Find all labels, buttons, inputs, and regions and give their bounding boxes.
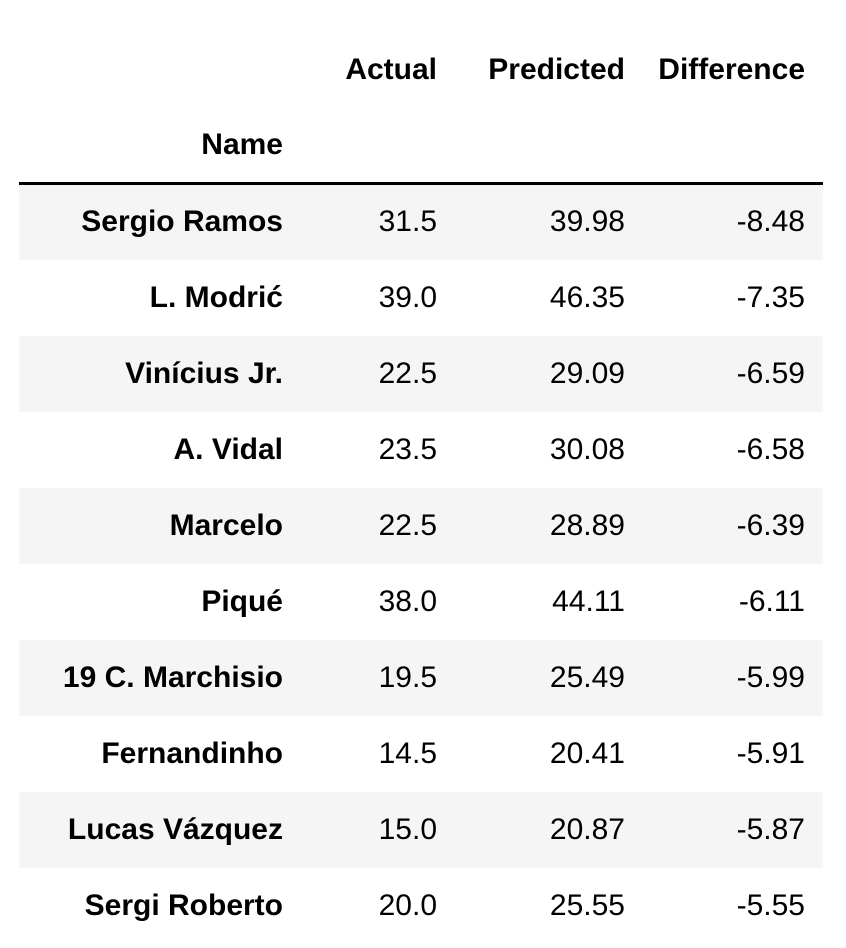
actual-cell: 15.0 <box>378 812 437 846</box>
difference-cell: -6.11 <box>738 584 805 618</box>
predicted-cell: 44.11 <box>552 584 625 618</box>
difference-cell: -5.55 <box>736 888 805 922</box>
difference-cell: -5.87 <box>736 812 805 846</box>
difference-cell: -5.99 <box>736 660 805 694</box>
row-name-cell: Piqué <box>201 584 283 618</box>
predicted-cell: 28.89 <box>549 508 625 542</box>
column-header-predicted: Predicted <box>488 53 625 86</box>
table-row: A. Vidal 23.5 30.08 -6.58 <box>19 412 823 488</box>
row-name-cell: Marcelo <box>169 508 283 542</box>
table-row: Piqué 38.0 44.11 -6.11 <box>19 564 823 640</box>
blank-header-cell <box>643 108 823 185</box>
predicted-cell: 30.08 <box>549 432 625 466</box>
row-name-cell: L. Modrić <box>149 280 283 314</box>
blank-header-cell <box>455 108 643 185</box>
row-name-cell: Fernandinho <box>101 736 283 770</box>
difference-cell: -7.35 <box>736 280 805 314</box>
column-header-actual: Actual <box>345 53 437 86</box>
actual-cell: 31.5 <box>378 205 437 239</box>
table-row: Sergi Roberto 20.0 25.55 -5.55 <box>19 868 823 944</box>
difference-cell: -6.58 <box>736 432 805 466</box>
table-row: 19 C. Marchisio 19.5 25.49 -5.99 <box>19 639 823 716</box>
blank-header-cell <box>301 108 455 185</box>
table-row: Fernandinho 14.5 20.41 -5.91 <box>19 716 823 792</box>
difference-cell: -8.48 <box>736 205 805 239</box>
index-header-row: Name <box>19 108 823 185</box>
actual-cell: 19.5 <box>378 660 437 694</box>
row-name-cell: Vinícius Jr. <box>125 356 283 390</box>
difference-cell: -6.59 <box>736 356 805 390</box>
predicted-cell: 25.55 <box>549 888 625 922</box>
table-row: Sergio Ramos 31.5 39.98 -8.48 <box>19 183 823 260</box>
table-header: Actual Predicted Difference Name <box>19 32 823 185</box>
actual-cell: 22.5 <box>378 356 437 390</box>
row-name-cell: Sergi Roberto <box>84 888 283 922</box>
difference-cell: -6.39 <box>736 508 805 542</box>
table-row: Lucas Vázquez 15.0 20.87 -5.87 <box>19 791 823 868</box>
dataframe-table: Actual Predicted Difference Name Sergio … <box>19 32 823 944</box>
actual-cell: 39.0 <box>378 280 437 314</box>
actual-cell: 23.5 <box>378 432 437 466</box>
table-row: Marcelo 22.5 28.89 -6.39 <box>19 487 823 564</box>
predicted-cell: 46.35 <box>549 280 625 314</box>
predicted-cell: 39.98 <box>549 205 625 239</box>
row-name-cell: 19 C. Marchisio <box>62 660 283 694</box>
predicted-cell: 25.49 <box>549 660 625 694</box>
row-name-cell: Lucas Vázquez <box>67 812 283 846</box>
actual-cell: 22.5 <box>378 508 437 542</box>
table-row: Vinícius Jr. 22.5 29.09 -6.59 <box>19 335 823 412</box>
actual-cell: 14.5 <box>378 736 437 770</box>
index-name-header: Name <box>19 108 301 185</box>
predicted-cell: 29.09 <box>549 356 625 390</box>
actual-cell: 38.0 <box>378 584 437 618</box>
column-header-difference: Difference <box>658 53 805 86</box>
row-name-cell: A. Vidal <box>173 432 283 466</box>
predicted-cell: 20.41 <box>549 736 625 770</box>
predicted-cell: 20.87 <box>549 812 625 846</box>
row-name-cell: Sergio Ramos <box>81 205 283 239</box>
table-row: L. Modrić 39.0 46.35 -7.35 <box>19 260 823 336</box>
table-body: Sergio Ramos 31.5 39.98 -8.48 L. Modrić 39.0 4… <box>19 183 823 944</box>
actual-cell: 20.0 <box>378 888 437 922</box>
difference-cell: -5.91 <box>736 736 805 770</box>
blank-corner-cell <box>19 32 301 108</box>
column-header-row: Actual Predicted Difference <box>19 32 823 108</box>
